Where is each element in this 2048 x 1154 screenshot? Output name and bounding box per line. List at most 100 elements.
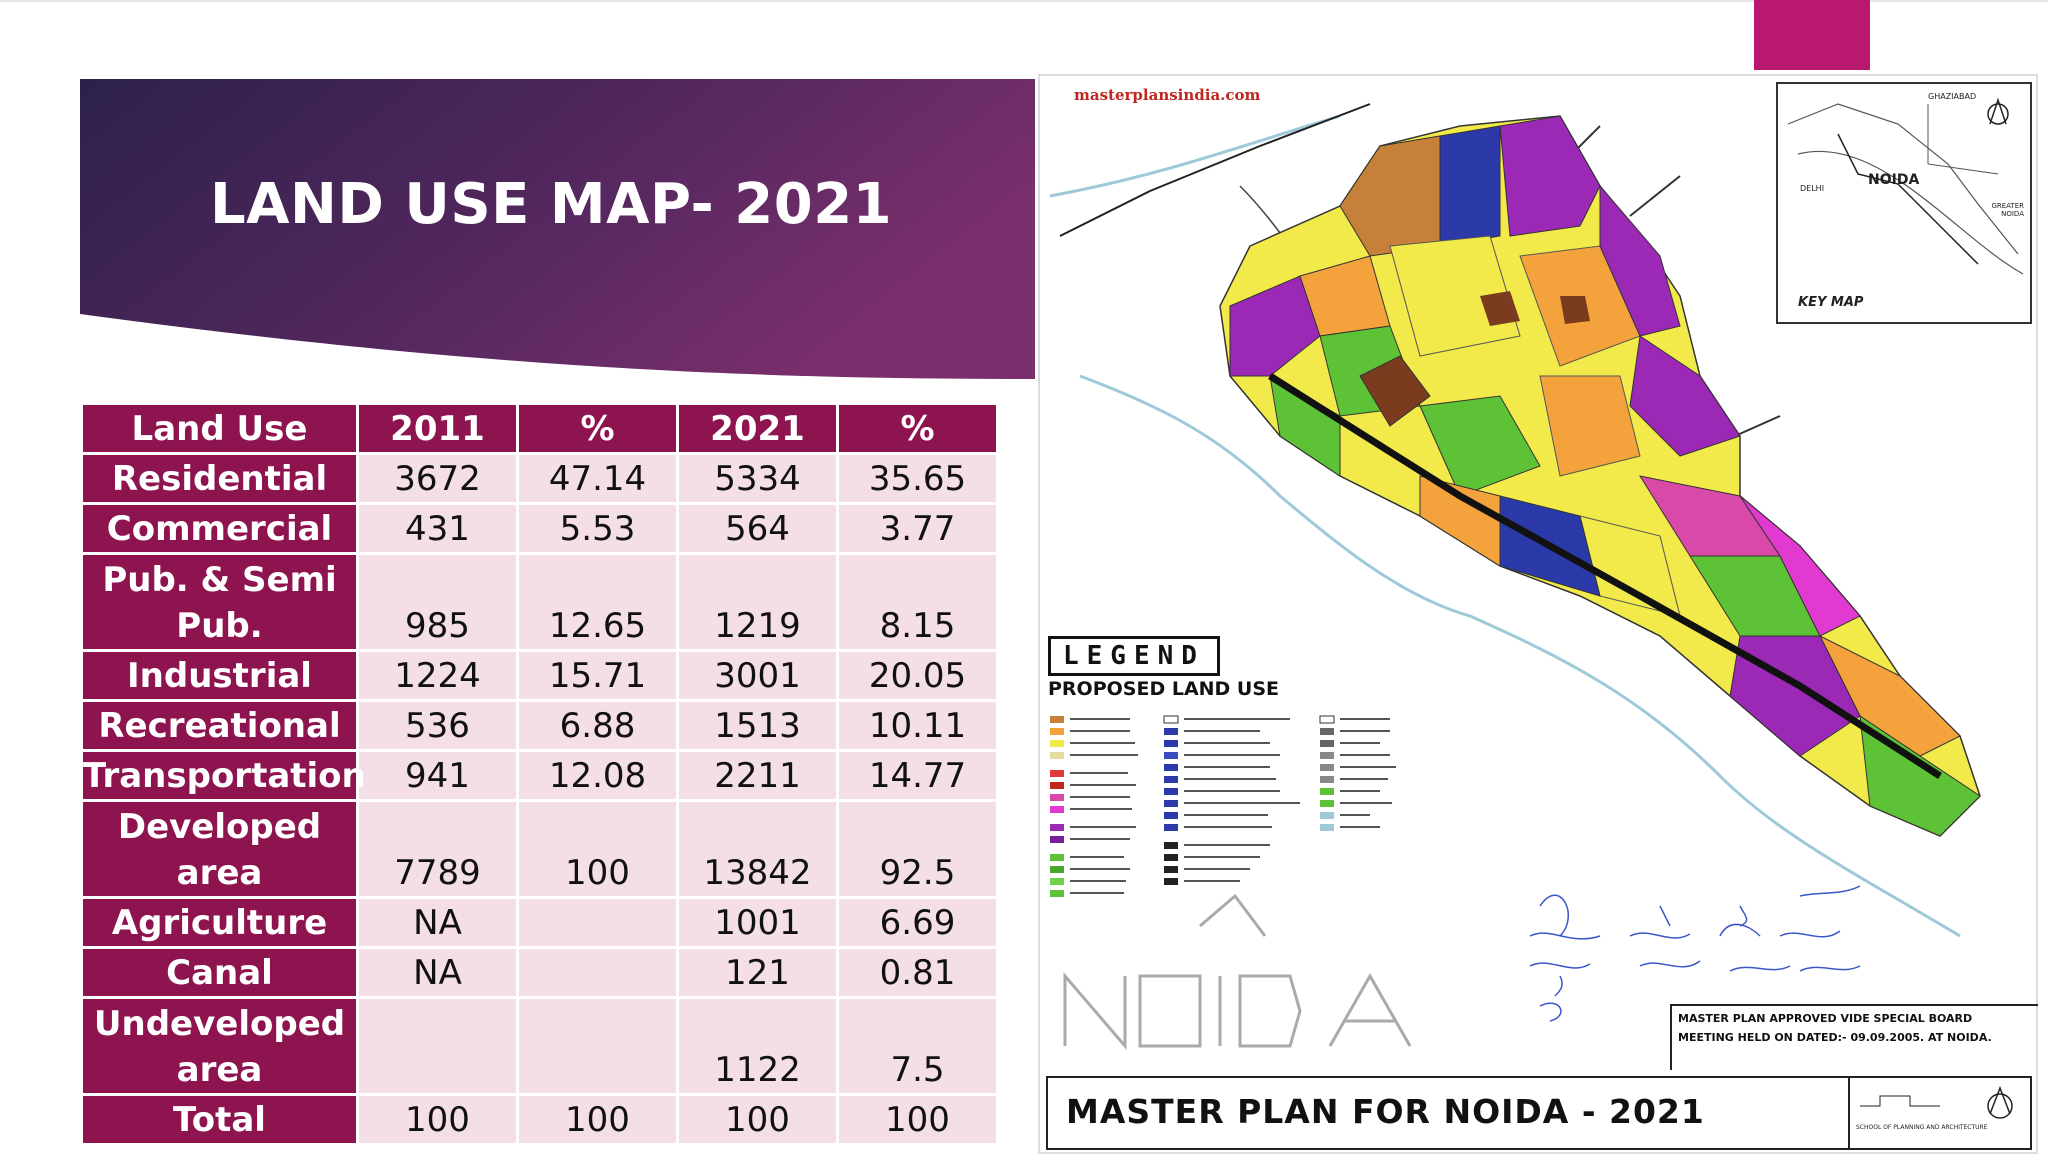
cell-2011: NA [356,946,519,999]
cell-2021: 3001 [676,649,839,702]
header-percent-2011: % [516,402,679,455]
table-row: Undeveloped area 1122 7.5 [80,996,999,1096]
cell-2021: 1001 [676,896,839,949]
cell-2021: 5334 [676,452,839,505]
signatures [1529,885,1861,1022]
cell-percent-2011: 12.08 [516,749,679,802]
table-row: Pub. & Semi Pub. 985 12.65 1219 8.15 [80,552,999,652]
cell-2021: 1219 [676,552,839,652]
header-2021: 2021 [676,402,839,455]
cell-2011: 3672 [356,452,519,505]
row-label: Residential [80,452,359,505]
table-row: Canal NA 121 0.81 [80,946,999,999]
table-row: Industrial 1224 15.71 3001 20.05 [80,649,999,702]
row-label-line2: Pub. [176,606,263,646]
cell-percent-2011 [516,946,679,999]
cell-2021: 121 [676,946,839,999]
legend-subtitle: PROPOSED LAND USE [1048,678,1280,700]
row-label: Total [80,1093,359,1146]
row-label: Agriculture [80,896,359,949]
row-label: Undeveloped area [80,996,359,1096]
map-drawing [1049,103,2013,1119]
cell-2021: 13842 [676,799,839,899]
approval-line-1: MASTER PLAN APPROVED VIDE SPECIAL BOARD [1678,1012,1973,1025]
cell-percent-2011: 5.53 [516,502,679,555]
cell-2011: 100 [356,1093,519,1146]
cell-percent-2011: 6.88 [516,699,679,752]
accent-tab [1754,0,1870,70]
table-row: Commercial 431 5.53 564 3.77 [80,502,999,555]
key-map-label: KEY MAP [1798,295,1864,310]
land-use-table: Land Use 2011 % 2021 % Residential 3672 … [80,402,999,1146]
row-label: Developed area [80,799,359,899]
cell-2011: 941 [356,749,519,802]
row-label: Recreational [80,699,359,752]
table-row: Agriculture NA 1001 6.69 [80,896,999,949]
title-banner [80,79,1035,379]
key-map-north: GHAZIABAD [1928,92,1977,101]
key-map-drawing [1787,97,2024,275]
key-map: NOIDA DELHI GHAZIABAD GREATER NOIDA KEY … [1776,82,2032,324]
cell-2011: 431 [356,502,519,555]
cell-percent-2011: 47.14 [516,452,679,505]
footer-school: SCHOOL OF PLANNING AND ARCHITECTURE [1856,1124,1988,1131]
row-label: Pub. & Semi Pub. [80,552,359,652]
cell-percent-2021: 8.15 [836,552,999,652]
noida-logo [1063,893,1412,1051]
row-label-line1: Undeveloped [93,1004,346,1044]
cell-2011: 7789 [356,799,519,899]
header-percent-2021: % [836,402,999,455]
cell-2021: 100 [676,1093,839,1146]
cell-2011: 985 [356,552,519,652]
cell-percent-2021: 3.77 [836,502,999,555]
legend-title: LEGEND [1048,636,1220,676]
cell-percent-2011: 100 [516,1093,679,1146]
cell-2011 [356,996,519,1096]
footer-divider [1848,1078,1850,1148]
cell-2011: 536 [356,699,519,752]
table-row: Total 100 100 100 100 [80,1093,999,1146]
key-map-east: GREATER NOIDA [1991,202,2024,218]
source-watermark: masterplansindia.com [1074,86,1261,104]
table-row: Transportation 941 12.08 2211 14.77 [80,749,999,802]
north-arrow-icon [1987,103,2009,125]
cell-percent-2011 [516,996,679,1096]
north-arrow-icon [1987,1093,2013,1119]
cell-2011: NA [356,896,519,949]
cell-percent-2011: 12.65 [516,552,679,652]
cell-percent-2021: 92.5 [836,799,999,899]
top-divider [0,0,2048,2]
table-header-row: Land Use 2011 % 2021 % [80,402,999,455]
master-plan-map: masterplansindia.com NOIDA DELHI GHAZIAB… [1038,74,2038,1154]
cell-percent-2021: 100 [836,1093,999,1146]
approval-line-2: MEETING HELD ON DATED:- 09.09.2005. AT N… [1678,1031,1992,1044]
key-map-place: NOIDA [1868,172,1920,188]
row-label-line2: area [176,853,263,893]
cell-percent-2011: 100 [516,799,679,899]
cell-2021: 2211 [676,749,839,802]
row-label: Canal [80,946,359,999]
row-label: Commercial [80,502,359,555]
cell-percent-2011 [516,896,679,949]
row-label-line1: Developed [117,807,322,847]
table-row: Developed area 7789 100 13842 92.5 [80,799,999,899]
row-label-line2: area [176,1050,263,1090]
cell-percent-2021: 6.69 [836,896,999,949]
cell-percent-2021: 35.65 [836,452,999,505]
map-footer-title: MASTER PLAN FOR NOIDA - 2021 [1066,1092,1705,1131]
row-label-line1: Pub. & Semi [102,560,337,600]
table-row: Residential 3672 47.14 5334 35.65 [80,452,999,505]
cell-percent-2021: 0.81 [836,946,999,999]
cell-2021: 564 [676,502,839,555]
header-2011: 2011 [356,402,519,455]
cell-2021: 1122 [676,996,839,1096]
cell-2011: 1224 [356,649,519,702]
map-footer: MASTER PLAN FOR NOIDA - 2021 SCHOOL OF P… [1046,1076,2032,1150]
legend-labels [1070,718,1396,894]
approval-note: MASTER PLAN APPROVED VIDE SPECIAL BOARD … [1670,1004,2038,1070]
cell-2021: 1513 [676,699,839,752]
cell-percent-2021: 10.11 [836,699,999,752]
key-map-west: DELHI [1800,184,1825,193]
row-label: Transportation [80,749,366,802]
table-row: Recreational 536 6.88 1513 10.11 [80,699,999,752]
